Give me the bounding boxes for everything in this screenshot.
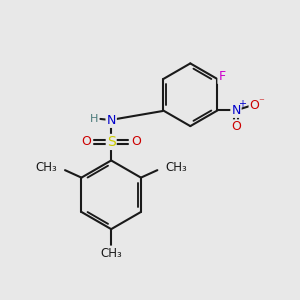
Text: O: O <box>231 120 241 134</box>
Text: N: N <box>231 104 241 117</box>
Text: F: F <box>218 70 226 83</box>
Text: CH₃: CH₃ <box>166 161 188 174</box>
Text: CH₃: CH₃ <box>100 247 122 260</box>
Text: O: O <box>82 135 91 148</box>
Text: S: S <box>107 135 116 149</box>
Text: O: O <box>250 100 260 112</box>
Text: ⁻: ⁻ <box>258 98 264 107</box>
Text: O: O <box>131 135 141 148</box>
Text: +: + <box>238 99 246 109</box>
Text: CH₃: CH₃ <box>35 161 57 174</box>
Text: H: H <box>90 114 98 124</box>
Text: N: N <box>106 114 116 127</box>
